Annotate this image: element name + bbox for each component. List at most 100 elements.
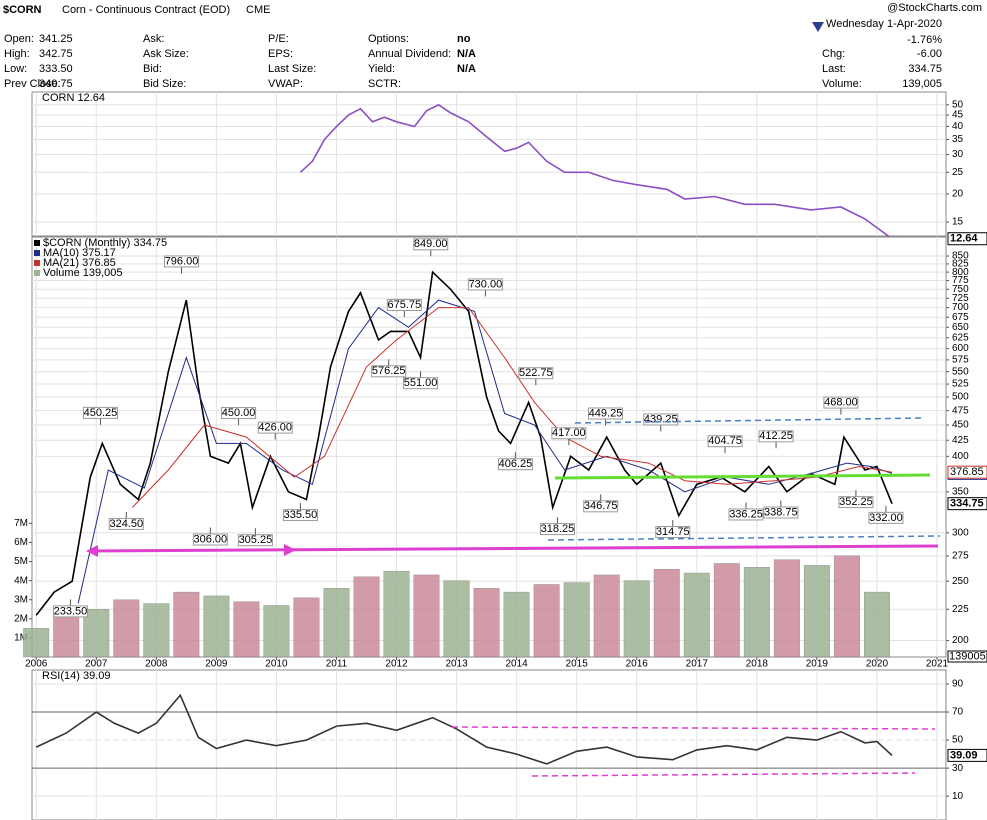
- volume-bar: [443, 580, 470, 658]
- y-tick-label: 575: [952, 355, 969, 366]
- y-tick-label: 30: [952, 149, 964, 160]
- panel-frame: [31, 91, 947, 237]
- annotation-box: [707, 435, 743, 448]
- annotation-box: [221, 407, 257, 420]
- x-tick-label: 2021: [926, 659, 949, 670]
- y2-tick-label: 7M: [14, 518, 28, 529]
- x-tick-label: 2018: [746, 659, 769, 670]
- annotation-label: 335.50: [284, 509, 318, 521]
- legend-entry: $CORN (Monthly) 334.75: [43, 237, 167, 249]
- volume-bar: [743, 567, 770, 658]
- series-line: [77, 299, 893, 604]
- field-value: 340.75: [39, 78, 73, 90]
- last-value-label: 334.75: [950, 498, 984, 510]
- volume-bar: [533, 584, 560, 658]
- change-pct: -1.76%: [907, 34, 942, 46]
- y2-tick-label: 2M: [14, 613, 28, 624]
- field-label: Prev Close:: [4, 78, 61, 90]
- x-tick-label: 2009: [205, 659, 228, 670]
- field-label: High:: [4, 48, 30, 60]
- annotation-label: 332.00: [869, 512, 903, 524]
- annotation-box: [518, 367, 554, 380]
- y-tick-label: 425: [952, 435, 969, 446]
- annotation-box: [237, 534, 273, 547]
- last-value-tag: 376.85: [947, 465, 987, 479]
- trend-line: [89, 544, 939, 553]
- axis: 10 30 50 70 90: [946, 679, 964, 802]
- volume-bar: [623, 580, 650, 658]
- y-tick-label: 825: [952, 259, 969, 270]
- y2-tick-label: 3M: [14, 594, 28, 605]
- volume-bar: [203, 595, 230, 658]
- annotation-label: 406.25: [499, 458, 533, 470]
- annotation-label: 324.50: [109, 518, 143, 530]
- field-label: Bid:: [143, 63, 162, 75]
- x-tick-label: 2012: [385, 659, 408, 670]
- y-tick-label: 400: [952, 451, 969, 462]
- volume-bar: [503, 591, 530, 658]
- quote-label: Last:: [822, 63, 846, 75]
- annotation-label: 730.00: [469, 278, 503, 290]
- field-label: Ask:: [143, 33, 164, 45]
- arrow-head: [284, 544, 296, 556]
- trend-line: [531, 772, 916, 777]
- last-value-box: [947, 748, 987, 762]
- annotation-box: [868, 511, 904, 524]
- last-value-label: 376.85: [950, 466, 984, 478]
- y-tick-label: 20: [952, 189, 964, 200]
- annotation-label: 318.25: [541, 523, 575, 535]
- y-tick-label: 750: [952, 284, 969, 295]
- legend-entry: MA(21) 376.85: [43, 257, 116, 269]
- legend: RSI(14) 39.09: [42, 670, 110, 682]
- annotation-box: [82, 406, 118, 419]
- y-tick-label: 350: [952, 486, 969, 497]
- field-label: EPS:: [268, 48, 293, 60]
- source: @StockCharts.com: [887, 2, 982, 14]
- price-line: [35, 270, 893, 616]
- y-tick-label: 675: [952, 312, 969, 323]
- last-value-box: [947, 497, 987, 511]
- field-label: Yield:: [368, 63, 395, 75]
- annotation-label: 306.00: [194, 533, 228, 545]
- trend-line: [554, 473, 931, 480]
- last-volume-label: 139005: [949, 650, 986, 662]
- volume-bar: [563, 582, 590, 658]
- field-value: no: [457, 33, 471, 45]
- field-label: Annual Dividend:: [368, 48, 451, 60]
- x-tick-label: 2017: [686, 659, 709, 670]
- y2-tick-label: 5M: [14, 556, 28, 567]
- y-tick-label: 500: [952, 392, 969, 403]
- y-tick-label: 725: [952, 293, 969, 304]
- quote-value: 334.75: [908, 63, 942, 75]
- annotation-box: [497, 458, 533, 471]
- annotation-label: 346.75: [584, 500, 618, 512]
- legend-entry: MA(10) 375.17: [43, 247, 116, 259]
- annotation-label: 439.25: [644, 413, 678, 425]
- volume-bar: [413, 574, 440, 658]
- annotation-label: 849.00: [414, 238, 448, 250]
- annotation-box: [551, 427, 587, 440]
- x-tick-label: 2008: [145, 659, 168, 670]
- volume-bar: [233, 601, 260, 658]
- annotation-label: 450.00: [222, 407, 256, 419]
- y-tick-label: 25: [952, 167, 964, 178]
- volume-bar: [683, 572, 710, 658]
- y2-tick-label: 4M: [14, 575, 28, 586]
- volume-bar: [53, 614, 80, 658]
- annotation-box: [583, 500, 619, 513]
- y-tick-label: 200: [952, 635, 969, 646]
- y-tick-label: 775: [952, 275, 969, 286]
- y-tick-label: 250: [952, 576, 969, 587]
- annotation-label: 796.00: [165, 255, 199, 267]
- annotation-box: [643, 413, 679, 426]
- y-tick-label: 90: [952, 679, 964, 690]
- volume-bar: [653, 568, 680, 658]
- volume-bar: [113, 599, 140, 658]
- volume-bar: [23, 628, 50, 658]
- y-tick-label: 525: [952, 379, 969, 390]
- volume-bar: [383, 570, 410, 658]
- panel-frame: [31, 669, 947, 820]
- down-arrow: [812, 22, 824, 32]
- volume-bar: [323, 588, 350, 658]
- legend-swatch: [34, 240, 40, 246]
